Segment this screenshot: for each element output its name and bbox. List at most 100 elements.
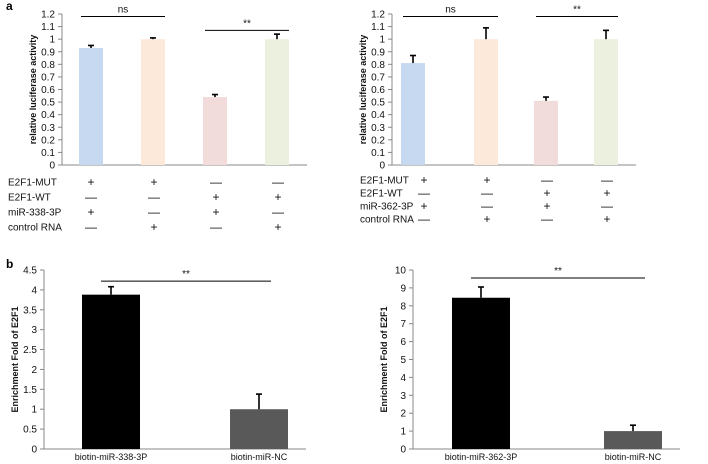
y-tick-label: 1.1 xyxy=(371,22,385,33)
condition-plus-mark: + xyxy=(212,205,219,219)
condition-plus-mark: + xyxy=(87,205,94,219)
condition-minus-mark: — xyxy=(541,173,553,187)
condition-label: E2F1-MUT xyxy=(360,176,409,187)
condition-minus-mark: — xyxy=(418,212,430,226)
y-tick-label: 0.9 xyxy=(41,47,55,58)
y-tick-label: 3 xyxy=(31,325,37,336)
condition-minus-mark: — xyxy=(601,173,613,187)
y-tick-label: 3 xyxy=(400,391,406,402)
y-tick-label: 5 xyxy=(400,355,406,366)
y-axis-title: Enrichment Fold of E2F1 xyxy=(379,306,389,412)
condition-plus-mark: + xyxy=(420,199,427,213)
y-tick-label: 0.9 xyxy=(371,47,385,58)
y-tick-label: 0.3 xyxy=(41,123,55,134)
condition-minus-mark: — xyxy=(418,186,430,200)
y-tick-label: 1 xyxy=(49,35,55,46)
bar xyxy=(82,294,140,449)
x-category-label: biotin-miR-338-3P xyxy=(75,452,148,462)
condition-plus-mark: + xyxy=(543,186,550,200)
y-axis-title: relative luciferase activity xyxy=(358,35,368,145)
panel-label-a: a xyxy=(6,0,13,13)
condition-label: control RNA xyxy=(8,223,62,234)
bar xyxy=(534,100,558,165)
y-tick-label: 0.3 xyxy=(371,123,385,134)
y-tick-label: 10 xyxy=(395,266,407,277)
y-tick-label: 8 xyxy=(400,301,406,312)
y-tick-label: 2 xyxy=(400,409,406,420)
y-tick-label: 0 xyxy=(400,445,406,456)
y-tick-label: 7 xyxy=(400,319,406,330)
condition-plus-mark: + xyxy=(87,175,94,189)
significance-label: ** xyxy=(554,266,562,277)
y-tick-label: 0 xyxy=(49,161,55,172)
bar xyxy=(401,63,425,166)
y-tick-label: 0.4 xyxy=(41,110,55,121)
y-tick-label: 0.5 xyxy=(23,425,37,436)
bar xyxy=(265,39,289,165)
condition-label: control RNA xyxy=(360,215,414,226)
y-tick-label: 3.5 xyxy=(23,305,37,316)
charts-layer: relative luciferase activity00.10.20.30.… xyxy=(8,5,680,462)
condition-plus-mark: + xyxy=(483,173,490,187)
bar xyxy=(452,297,510,449)
significance-label: ns xyxy=(118,5,129,16)
significance-label: ** xyxy=(182,269,190,280)
y-tick-label: 4 xyxy=(31,285,37,296)
condition-label: miR-362-3P xyxy=(360,202,414,213)
y-tick-label: 0.2 xyxy=(371,135,385,146)
y-axis-title: Enrichment Fold of E2F1 xyxy=(10,306,20,412)
y-tick-label: 1 xyxy=(31,405,37,416)
condition-minus-mark: — xyxy=(85,190,97,204)
condition-minus-mark: — xyxy=(272,175,284,189)
significance-label: ** xyxy=(243,18,251,29)
condition-minus-mark: — xyxy=(85,220,97,234)
x-category-label: biotin-miR-NC xyxy=(605,452,662,462)
condition-plus-mark: + xyxy=(150,175,157,189)
condition-plus-mark: + xyxy=(420,173,427,187)
y-tick-label: 4.5 xyxy=(23,266,37,277)
y-tick-label: 1.2 xyxy=(371,10,385,21)
y-tick-label: 0.8 xyxy=(371,60,385,71)
y-tick-label: 9 xyxy=(400,283,406,294)
y-tick-label: 0.2 xyxy=(41,135,55,146)
y-tick-label: 0.4 xyxy=(371,110,385,121)
bar xyxy=(141,39,165,165)
condition-plus-mark: + xyxy=(603,212,610,226)
y-tick-label: 0.6 xyxy=(371,85,385,96)
y-tick-label: 0.7 xyxy=(41,72,55,83)
y-axis-title: relative luciferase activity xyxy=(28,35,38,145)
condition-minus-mark: — xyxy=(541,212,553,226)
condition-plus-mark: + xyxy=(212,190,219,204)
condition-minus-mark: — xyxy=(148,190,160,204)
y-tick-label: 4 xyxy=(400,373,406,384)
condition-label: E2F1-WT xyxy=(8,193,51,204)
condition-minus-mark: — xyxy=(481,199,493,213)
y-tick-label: 2 xyxy=(31,365,37,376)
chart-b-right: Enrichment Fold of E2F1 0 1 2 3 4 5 6 7 8 9 10 ** bio… xyxy=(379,266,680,462)
y-tick-label: 1.1 xyxy=(41,22,55,33)
condition-plus-mark: + xyxy=(543,199,550,213)
panel-label-b: b xyxy=(6,257,13,271)
condition-label: E2F1-MUT xyxy=(8,178,57,189)
y-tick-label: 1.5 xyxy=(23,385,37,396)
y-tick-label: 0.5 xyxy=(371,98,385,109)
condition-label: miR-338-3P xyxy=(8,208,62,219)
y-tick-label: 0.5 xyxy=(41,98,55,109)
chart-a-right: relative luciferase activity 0 0.1 0.20.3 0.… xyxy=(358,5,636,226)
condition-minus-mark: — xyxy=(210,220,222,234)
y-tick-label: 1 xyxy=(400,427,406,438)
condition-plus-mark: + xyxy=(274,220,281,234)
bar xyxy=(203,97,227,165)
bar xyxy=(594,39,618,165)
condition-plus-mark: + xyxy=(603,186,610,200)
condition-plus-mark: + xyxy=(150,220,157,234)
condition-minus-mark: — xyxy=(481,186,493,200)
condition-plus-mark: + xyxy=(483,212,490,226)
y-tick-label: 2.5 xyxy=(23,345,37,356)
y-tick-label: 0 xyxy=(379,161,385,172)
y-tick-label: 0.1 xyxy=(41,148,55,159)
condition-minus-mark: — xyxy=(272,205,284,219)
chart-a-left: relative luciferase activity 0 0.1 0.20.3 0.… xyxy=(8,5,307,234)
condition-minus-mark: — xyxy=(148,205,160,219)
